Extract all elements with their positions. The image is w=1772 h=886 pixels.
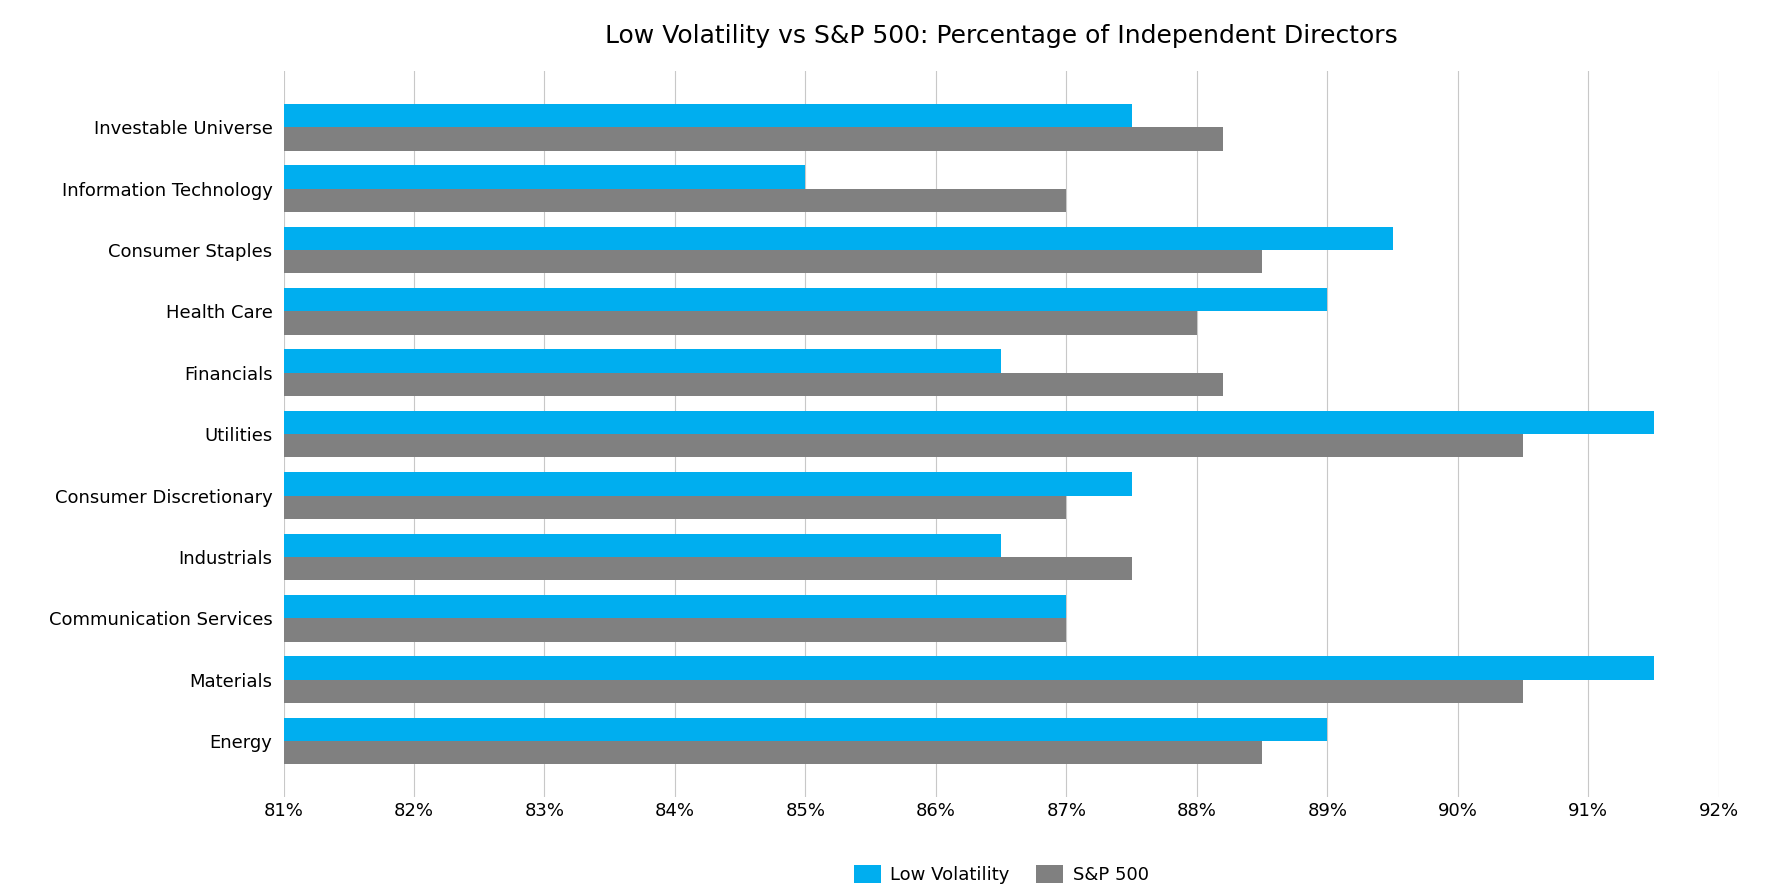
Bar [0,495,1067,519]
Bar [0,557,1132,580]
Bar [0,595,1067,618]
Bar [0,618,1067,641]
Bar [0,250,1262,273]
Title: Low Volatility vs S&P 500: Percentage of Independent Directors: Low Volatility vs S&P 500: Percentage of… [604,24,1398,48]
Legend: Low Volatility, S&P 500: Low Volatility, S&P 500 [847,858,1155,886]
Bar [0,741,1262,765]
Bar [0,472,1132,495]
Bar [0,288,1327,311]
Bar [0,189,1067,212]
Bar [0,166,806,189]
Bar [0,411,1653,434]
Bar [0,373,1223,396]
Bar [0,311,1196,335]
Bar [0,718,1327,741]
Bar [0,533,1001,557]
Bar [0,227,1393,250]
Bar [0,680,1524,703]
Bar [0,434,1524,457]
Bar [0,104,1132,128]
Bar [0,349,1001,373]
Bar [0,128,1223,151]
Bar [0,657,1653,680]
